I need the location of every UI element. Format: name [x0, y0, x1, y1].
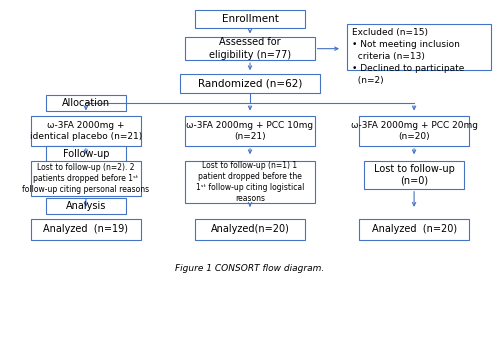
FancyBboxPatch shape [196, 219, 304, 240]
Text: Lost to follow-up (n=2). 2
patients dropped before 1ˢᵗ
follow-up citing personal: Lost to follow-up (n=2). 2 patients drop… [22, 163, 150, 194]
Text: Randomized (n=62): Randomized (n=62) [198, 79, 302, 89]
Text: Lost to follow-up (n=1) 1
patient dropped before the
1ˢᵗ follow-up citing logist: Lost to follow-up (n=1) 1 patient droppe… [196, 161, 304, 203]
FancyBboxPatch shape [186, 161, 314, 203]
Text: Analyzed  (n=19): Analyzed (n=19) [44, 224, 128, 234]
Text: Analysis: Analysis [66, 201, 106, 211]
Text: Analyzed  (n=20): Analyzed (n=20) [372, 224, 456, 234]
Text: Figure 1 CONSORT flow diagram.: Figure 1 CONSORT flow diagram. [176, 264, 324, 273]
FancyBboxPatch shape [360, 219, 469, 240]
Text: Enrollment: Enrollment [222, 14, 278, 24]
FancyBboxPatch shape [347, 24, 491, 70]
FancyBboxPatch shape [46, 198, 126, 214]
FancyBboxPatch shape [46, 146, 126, 162]
FancyBboxPatch shape [31, 219, 140, 240]
FancyBboxPatch shape [364, 161, 464, 189]
FancyBboxPatch shape [186, 116, 314, 146]
FancyBboxPatch shape [31, 116, 140, 146]
Text: ω-3FA 2000mg + PCC 10mg
(n=21): ω-3FA 2000mg + PCC 10mg (n=21) [186, 121, 314, 141]
Text: ω-3FA 2000mg +
identical placebo (n=21): ω-3FA 2000mg + identical placebo (n=21) [30, 121, 142, 141]
FancyBboxPatch shape [31, 161, 140, 196]
Text: Excluded (n=15)
• Not meeting inclusion
  criteria (n=13)
• Declined to particip: Excluded (n=15) • Not meeting inclusion … [352, 28, 465, 85]
FancyBboxPatch shape [180, 74, 320, 93]
Text: Analyzed(n=20): Analyzed(n=20) [210, 224, 290, 234]
Text: ω-3FA 2000mg + PCC 20mg
(n=20): ω-3FA 2000mg + PCC 20mg (n=20) [350, 121, 478, 141]
Text: Lost to follow-up
(n=0): Lost to follow-up (n=0) [374, 163, 454, 186]
Text: Follow-up: Follow-up [62, 149, 109, 159]
FancyBboxPatch shape [196, 10, 304, 28]
FancyBboxPatch shape [46, 95, 126, 111]
FancyBboxPatch shape [186, 37, 314, 60]
Text: Allocation: Allocation [62, 98, 110, 108]
Text: Assessed for
eligibility (n=77): Assessed for eligibility (n=77) [209, 37, 291, 60]
FancyBboxPatch shape [360, 116, 469, 146]
